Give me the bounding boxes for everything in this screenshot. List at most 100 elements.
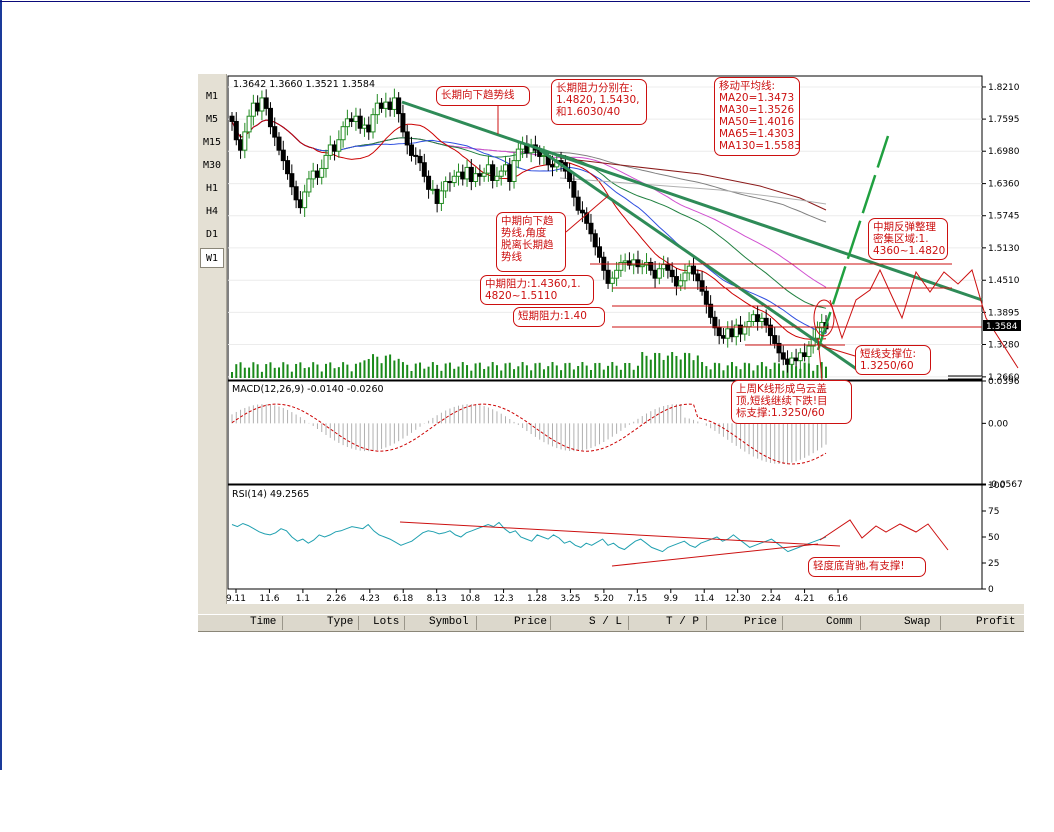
volume-bar — [803, 362, 806, 378]
candle-body — [780, 352, 786, 360]
candle-body — [238, 139, 244, 151]
rsi-resistance-line — [399, 521, 841, 547]
volume-bar — [683, 352, 686, 378]
candle-body — [511, 160, 517, 183]
volume-bar — [286, 364, 289, 378]
candle-body — [703, 290, 709, 305]
candle-body — [793, 357, 799, 362]
col-lots[interactable]: Lots — [373, 616, 400, 628]
annotation-long-trend: 长期向下趋势线 — [436, 86, 530, 106]
volume-bar — [466, 365, 469, 378]
volume-bar — [410, 370, 413, 378]
timeframe-m30-button[interactable]: M30 — [202, 159, 222, 171]
volume-bar — [602, 369, 605, 378]
annotation-rsi-divergence: 轻度底背驰,有支撑! — [808, 557, 926, 577]
candle-body — [473, 173, 479, 183]
candle-body — [609, 277, 615, 284]
candle-body — [361, 124, 367, 129]
volume-bar — [551, 362, 554, 378]
candle-body — [708, 303, 714, 318]
candle-body — [233, 120, 239, 141]
candle-body — [507, 164, 513, 183]
col-time[interactable]: Time — [250, 616, 277, 628]
candle-body — [404, 131, 410, 146]
volume-bar — [299, 362, 302, 378]
candle-body — [755, 314, 761, 322]
candle-body — [515, 148, 521, 162]
volume-bar — [739, 369, 742, 378]
timeframe-m5-button[interactable]: M5 — [205, 113, 219, 125]
col-price-current[interactable]: Price — [744, 616, 778, 628]
volume-bar — [239, 362, 242, 378]
volume-bar — [307, 367, 310, 378]
col-profit[interactable]: Profit — [976, 616, 1016, 628]
candle-body — [417, 155, 423, 164]
candle-body — [434, 188, 440, 204]
volume-bar — [688, 353, 691, 378]
candle-body — [806, 345, 812, 357]
rsi-tick-label: 50 — [988, 533, 1000, 543]
volume-bar — [419, 362, 422, 378]
volume-bar — [231, 372, 233, 378]
volume-bar — [303, 368, 306, 378]
time-tick-label: 9.11 — [226, 594, 246, 604]
annotation-short-resistance: 短期阻力:1.40 — [513, 307, 605, 327]
volume-bar — [705, 366, 708, 378]
volume-bar — [470, 370, 473, 378]
volume-bar — [500, 370, 503, 378]
timeframe-d1-button[interactable]: D1 — [205, 228, 219, 240]
volume-bar — [325, 363, 328, 378]
volume-bar — [807, 363, 810, 378]
volume-bar — [692, 360, 695, 378]
candle-body — [797, 352, 803, 362]
candle-body — [430, 188, 436, 191]
volume-bar — [487, 366, 490, 378]
macd-tick-label: 0.00 — [988, 419, 1008, 429]
col-symbol[interactable]: Symbol — [429, 616, 469, 628]
volume-bar — [256, 364, 259, 378]
time-tick-label: 10.8 — [460, 594, 480, 604]
col-swap[interactable]: Swap — [904, 616, 931, 628]
col-type[interactable]: Type — [327, 616, 354, 628]
candle-body — [451, 175, 457, 184]
col-sl[interactable]: S / L — [589, 616, 623, 628]
candle-body — [550, 164, 556, 168]
candle-body — [618, 261, 624, 271]
candle-body — [802, 352, 808, 357]
candle-body — [391, 97, 397, 110]
candle-body — [485, 164, 491, 174]
candle-body — [438, 190, 444, 204]
candle-body — [276, 136, 282, 151]
candle-body — [686, 265, 692, 274]
timeframe-w1-button[interactable]: W1 — [200, 248, 224, 268]
price-panel — [227, 75, 983, 381]
volume-bar — [393, 360, 396, 378]
timeframe-h4-button[interactable]: H4 — [205, 205, 219, 217]
candle-body — [742, 326, 748, 335]
col-tp[interactable]: T / P — [666, 616, 700, 628]
timeframe-m1-button[interactable]: M1 — [205, 90, 219, 102]
candle-body — [750, 314, 756, 322]
volume-bar — [376, 356, 379, 378]
timeframe-m15-button[interactable]: M15 — [202, 136, 222, 148]
volume-bar — [350, 371, 353, 378]
volume-bar — [397, 358, 400, 378]
volume-bar — [645, 355, 648, 378]
rsi-tick-label: 100 — [988, 481, 1005, 491]
candle-body — [246, 115, 252, 133]
volume-bar — [641, 352, 644, 378]
candle-body — [622, 260, 628, 263]
col-comm[interactable]: Comm — [826, 616, 853, 628]
timeframe-h1-button[interactable]: H1 — [205, 182, 219, 194]
volume-bar — [483, 368, 486, 378]
candle-body — [669, 269, 675, 278]
last-price-tag — [983, 320, 1021, 331]
annotation-short-support: 短线支撑位: 1.3250/60 — [855, 345, 931, 375]
candle-body — [592, 233, 598, 248]
volume-bar — [675, 355, 678, 378]
volume-bar — [782, 370, 785, 378]
candle-body — [314, 170, 320, 178]
col-price[interactable]: Price — [514, 616, 548, 628]
candle-body — [336, 139, 342, 152]
